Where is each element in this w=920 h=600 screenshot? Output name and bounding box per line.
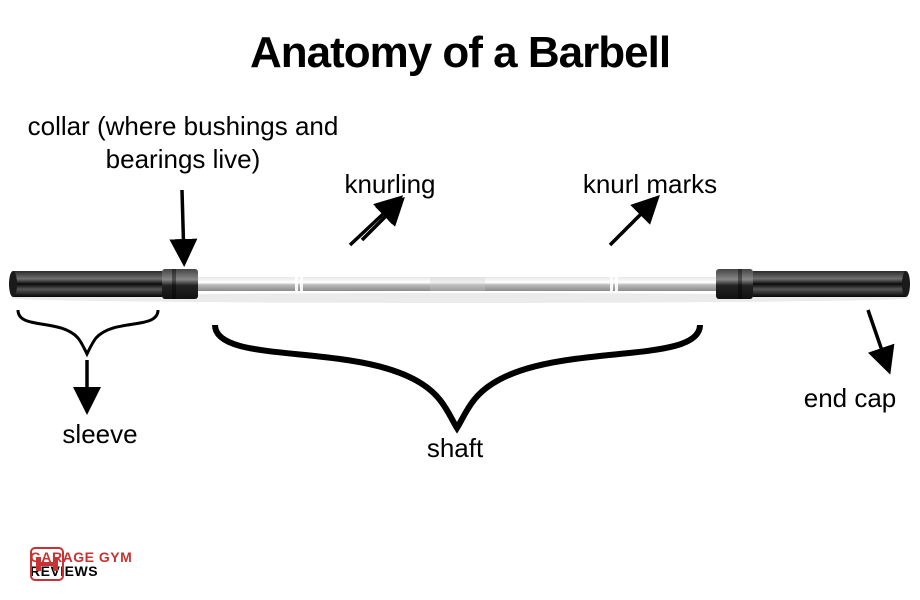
end-cap-label: end cap — [790, 382, 910, 415]
sleeve-label: sleeve — [40, 418, 160, 451]
shaft-label: shaft — [395, 432, 515, 465]
barbell-logo-icon — [30, 547, 64, 581]
collar-label: collar (where bushings andbearings live) — [23, 110, 343, 175]
knurling-label: knurling — [320, 168, 460, 201]
brand-logo: GARAGE GYM REVIEWS — [30, 550, 132, 578]
knurl-marks-label: knurl marks — [570, 168, 730, 201]
barbell-illustration — [0, 0, 920, 600]
